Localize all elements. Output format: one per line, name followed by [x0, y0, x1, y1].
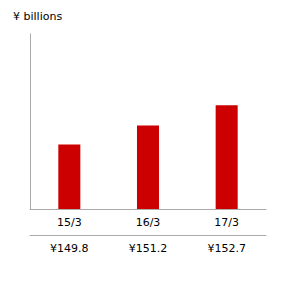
svg-text:¥151.2: ¥151.2: [129, 242, 168, 255]
svg-text:16/3: 16/3: [136, 216, 161, 229]
svg-text:¥ billions: ¥ billions: [13, 10, 62, 23]
svg-text:15/3: 15/3: [57, 216, 82, 229]
svg-text:¥152.7: ¥152.7: [207, 242, 246, 255]
svg-text:¥149.8: ¥149.8: [50, 242, 89, 255]
svg-text:17/3: 17/3: [214, 216, 239, 229]
